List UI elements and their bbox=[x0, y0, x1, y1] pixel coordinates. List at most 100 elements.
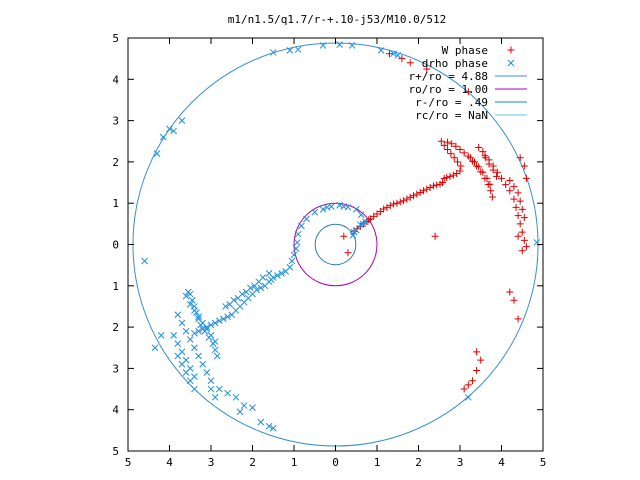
w-phase-point bbox=[437, 137, 445, 145]
drho-phase-point bbox=[178, 319, 186, 327]
w-phase-point bbox=[514, 315, 522, 323]
drho-phase-point bbox=[298, 222, 305, 230]
drho-phase-point bbox=[349, 232, 357, 239]
w-phase-point bbox=[444, 138, 452, 146]
drho-phase-point bbox=[213, 352, 221, 360]
data-series bbox=[141, 41, 541, 432]
w-phase-point bbox=[410, 192, 418, 200]
y-tick-label: 0 bbox=[112, 239, 119, 252]
drho-phase-point bbox=[178, 117, 186, 124]
drho-phase-point bbox=[151, 344, 159, 352]
x-tick-label: 1 bbox=[374, 456, 381, 469]
w-phase-point bbox=[380, 205, 388, 213]
w-phase-point bbox=[488, 193, 496, 201]
w-phase-point bbox=[514, 189, 522, 197]
drho-phase-point bbox=[191, 344, 198, 352]
drho-phase-point bbox=[224, 389, 231, 397]
drho-phase-point bbox=[357, 211, 365, 219]
x-tick-label: 1 bbox=[291, 456, 298, 469]
drho-phase-point bbox=[211, 319, 219, 327]
w-phase-point bbox=[433, 181, 441, 189]
drho-phase-point bbox=[464, 393, 472, 401]
w-phase-point bbox=[426, 184, 434, 192]
w-phase-point bbox=[502, 181, 510, 189]
w-phase-point bbox=[365, 216, 373, 224]
w-phase-point bbox=[398, 55, 406, 63]
w-phase-point bbox=[452, 142, 460, 150]
drho-phase-point bbox=[170, 127, 178, 135]
y-tick-label: 1 bbox=[112, 197, 119, 210]
x-tick-label: 4 bbox=[498, 456, 505, 469]
x-tick-label: 2 bbox=[249, 456, 256, 469]
w-phase-point bbox=[444, 146, 452, 154]
w-phase-point bbox=[518, 247, 526, 255]
w-phase-point bbox=[475, 163, 483, 171]
w-phase-point bbox=[489, 162, 497, 170]
w-phase-point bbox=[477, 356, 485, 364]
drho-phase-point bbox=[191, 329, 198, 337]
drho-phase-point bbox=[226, 301, 234, 308]
drho-phase-point bbox=[174, 311, 182, 319]
w-phase-point bbox=[510, 195, 518, 203]
drho-phase-point bbox=[288, 257, 296, 265]
w-phase-point bbox=[466, 154, 474, 162]
w-phase-point bbox=[514, 212, 522, 220]
drho-phase-point bbox=[215, 385, 223, 393]
drho-phase-point bbox=[157, 332, 165, 339]
w-phase-point bbox=[520, 214, 528, 222]
drho-phase-point bbox=[215, 317, 223, 325]
y-tick-label: 5 bbox=[112, 445, 119, 458]
w-phase-point bbox=[344, 249, 352, 257]
drho-phase-point bbox=[336, 41, 344, 48]
w-phase-point bbox=[449, 171, 457, 179]
drho-phase-point bbox=[282, 267, 290, 275]
drho-phase-point bbox=[186, 301, 194, 308]
w-phase-point bbox=[447, 150, 455, 158]
drho-phase-point bbox=[159, 133, 167, 141]
chart-title: m1/n1.5/q1.7/r-+.10-j53/M10.0/512 bbox=[228, 13, 447, 26]
drho-phase-point bbox=[191, 385, 198, 393]
x-tick-label: 4 bbox=[166, 456, 173, 469]
w-phase-point bbox=[385, 50, 393, 58]
drho-phase-point bbox=[294, 46, 302, 53]
w-phase-point bbox=[393, 199, 401, 207]
drho-phase-point bbox=[228, 311, 236, 319]
w-phase-point bbox=[456, 167, 464, 175]
w-phase-point bbox=[483, 174, 491, 182]
legend-label-r-minus: r-/ro = .49 bbox=[415, 96, 488, 109]
drho-phase-point bbox=[174, 352, 182, 360]
w-phase-point bbox=[506, 176, 514, 184]
drho-phase-point bbox=[195, 352, 202, 360]
drho-phase-point bbox=[278, 270, 285, 277]
w-phase-point bbox=[460, 385, 468, 393]
w-phase-point bbox=[510, 183, 518, 191]
w-phase-point bbox=[450, 154, 458, 162]
w-phase-point bbox=[406, 193, 414, 201]
drho-phase-point bbox=[249, 404, 256, 411]
y-tick-label: 3 bbox=[112, 115, 119, 128]
drho-phase-point bbox=[174, 340, 182, 347]
w-phase-point bbox=[454, 158, 462, 166]
y-tick-label: 1 bbox=[112, 280, 119, 293]
legend-label-rc: rc/ro = NaN bbox=[415, 109, 488, 122]
w-phase-point bbox=[440, 141, 448, 149]
drho-phase-point bbox=[242, 288, 250, 296]
drho-phase-point bbox=[184, 288, 192, 296]
w-phase-point bbox=[383, 203, 391, 211]
w-phase-point bbox=[386, 202, 394, 210]
drho-phase-point bbox=[323, 203, 331, 211]
drho-phase-point bbox=[269, 424, 277, 432]
drho-phase-point bbox=[195, 327, 202, 335]
drho-phase-point bbox=[348, 42, 356, 49]
w-phase-point bbox=[493, 168, 501, 176]
w-phase-point bbox=[516, 220, 524, 228]
drho-phase-point bbox=[211, 346, 219, 354]
drho-phase-point bbox=[234, 294, 242, 302]
w-phase-point bbox=[413, 190, 421, 198]
drho-phase-point bbox=[290, 251, 298, 259]
w-phase-point bbox=[423, 185, 431, 193]
w-phase-point bbox=[522, 243, 530, 251]
